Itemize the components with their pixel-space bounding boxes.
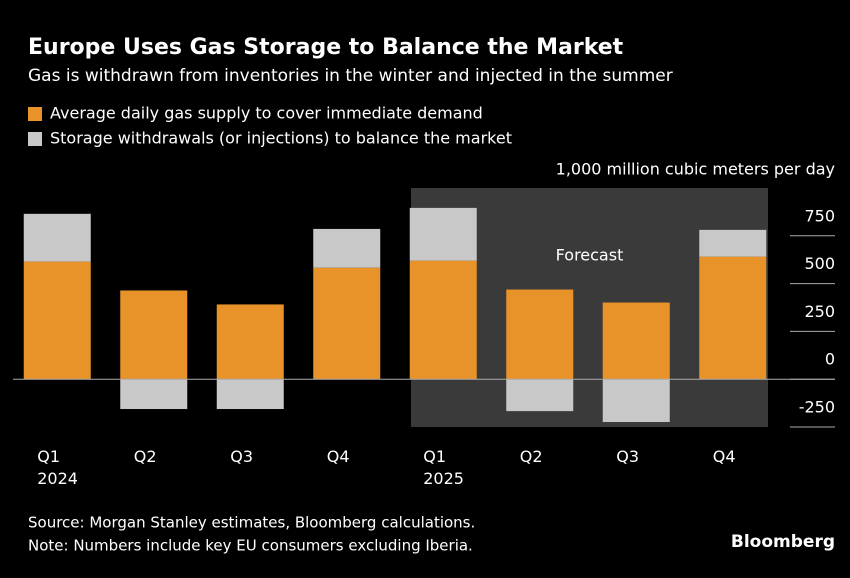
y-tick-label: 500 bbox=[804, 254, 835, 273]
y-tick-label: 0 bbox=[825, 350, 835, 369]
x-tick-label: Q1 2025 bbox=[423, 447, 464, 488]
x-tick-label: Q3 bbox=[616, 447, 640, 466]
bar bbox=[313, 228, 381, 268]
subtitle: Gas is withdrawn from inventories in the… bbox=[28, 66, 673, 86]
source: Source: Morgan Stanley estimates, Bloomb… bbox=[28, 514, 475, 532]
x-tick-label: Q4 bbox=[326, 447, 350, 466]
bar bbox=[602, 302, 670, 380]
legend-swatch bbox=[28, 132, 42, 146]
y-tick-label: -250 bbox=[799, 398, 835, 417]
bar bbox=[506, 379, 574, 412]
bar bbox=[506, 289, 574, 380]
bar bbox=[120, 290, 188, 380]
y-tick-label: 750 bbox=[804, 206, 835, 225]
note: Note: Numbers include key EU consumers e… bbox=[28, 537, 473, 555]
bar bbox=[313, 267, 381, 380]
legend-label: Storage withdrawals (or injections) to b… bbox=[50, 129, 512, 148]
bar bbox=[699, 229, 767, 257]
bar bbox=[216, 379, 284, 410]
bar bbox=[409, 207, 477, 261]
bar bbox=[216, 304, 284, 380]
brand: Bloomberg bbox=[731, 532, 835, 552]
chart-title: Europe Uses Gas Storage to Balance the M… bbox=[28, 35, 624, 60]
bar bbox=[23, 213, 91, 262]
bar bbox=[602, 379, 670, 423]
bar bbox=[120, 379, 188, 410]
x-tick-label: Q2 bbox=[519, 447, 543, 466]
bar bbox=[409, 260, 477, 380]
x-tick-label: Q1 2024 bbox=[37, 447, 78, 488]
forecast-label: Forecast bbox=[556, 246, 624, 265]
x-tick-label: Q3 bbox=[230, 447, 254, 466]
y-tick-label: 250 bbox=[804, 302, 835, 321]
bar bbox=[699, 256, 767, 380]
legend-label: Average daily gas supply to cover immedi… bbox=[50, 104, 483, 123]
x-tick-label: Q4 bbox=[712, 447, 736, 466]
bar bbox=[23, 261, 91, 380]
y-axis-label: 1,000 million cubic meters per day bbox=[556, 160, 835, 179]
x-tick-label: Q2 bbox=[133, 447, 157, 466]
legend-swatch bbox=[28, 107, 42, 121]
